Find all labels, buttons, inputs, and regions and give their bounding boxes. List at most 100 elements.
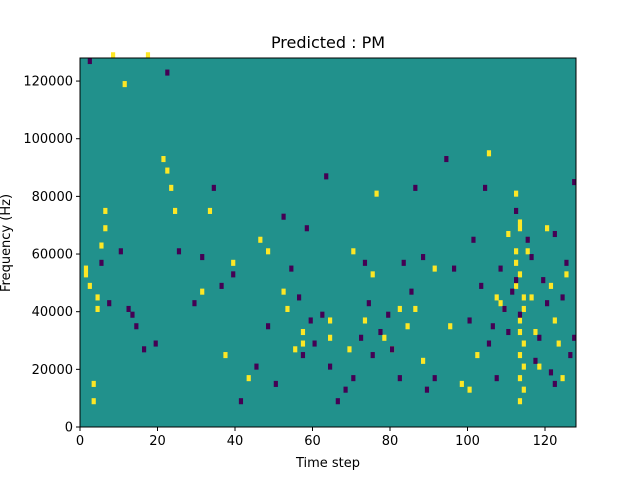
heatmap-cell-low bbox=[130, 311, 135, 318]
heatmap-cell-low bbox=[545, 300, 550, 307]
heatmap-cell-low bbox=[99, 259, 104, 266]
heatmap-cell-low bbox=[444, 156, 449, 163]
heatmap-cell-low bbox=[289, 265, 294, 272]
heatmap-cell-high bbox=[231, 259, 236, 266]
heatmap-cell-high bbox=[91, 398, 96, 405]
heatmap-cell-low bbox=[304, 225, 309, 232]
heatmap-cell-low bbox=[510, 288, 515, 295]
heatmap-cell-high bbox=[533, 328, 538, 336]
heatmap-cell-low bbox=[254, 363, 259, 370]
heatmap-cell-high bbox=[521, 340, 526, 347]
heatmap-cell-high bbox=[351, 248, 356, 255]
heatmap-cell-high bbox=[514, 248, 519, 255]
heatmap-cell-low bbox=[370, 352, 375, 359]
heatmap-cell-high bbox=[506, 230, 511, 238]
heatmap-cell-high bbox=[494, 294, 499, 301]
heatmap-cells bbox=[83, 52, 577, 405]
heatmap-cell-low bbox=[176, 248, 182, 255]
y-tick-label: 40000 bbox=[32, 305, 73, 320]
y-tick-label: 100000 bbox=[23, 132, 73, 147]
heatmap-cell-high bbox=[281, 288, 286, 295]
heatmap-cell-low bbox=[320, 311, 325, 318]
heatmap-cell-low bbox=[494, 375, 499, 382]
heatmap-cell-low bbox=[506, 328, 511, 336]
heatmap-cell-low bbox=[324, 173, 329, 180]
heatmap-cell-low bbox=[572, 179, 577, 186]
heatmap-cell-high bbox=[87, 282, 92, 289]
heatmap-cell-high bbox=[545, 225, 550, 232]
heatmap-cell-high bbox=[448, 323, 453, 330]
heatmap-cell-high bbox=[517, 317, 523, 324]
x-tick-label: 120 bbox=[533, 434, 558, 449]
heatmap-cell-low bbox=[362, 259, 368, 266]
x-tick-label: 0 bbox=[76, 434, 84, 449]
heatmap-cell-high bbox=[83, 271, 89, 278]
heatmap-cell-high bbox=[293, 346, 298, 353]
heatmap-cell-low bbox=[134, 323, 139, 330]
heatmap-cell-low bbox=[165, 69, 170, 76]
x-axis-ticks: 0 20 40 60 80 100 120 bbox=[76, 427, 558, 449]
heatmap-cell-low bbox=[568, 352, 573, 359]
y-axis-ticks: 0 20000 40000 60000 80000 100000 120000 bbox=[23, 75, 80, 436]
heatmap-cell-low bbox=[281, 213, 286, 220]
heatmap-cell-high bbox=[514, 259, 519, 266]
heatmap-cell-high bbox=[223, 352, 228, 359]
heatmap-cell-low bbox=[231, 271, 236, 278]
heatmap-cell-high bbox=[498, 300, 503, 307]
heatmap-cell-low bbox=[266, 323, 271, 330]
heatmap-cell-high bbox=[300, 340, 306, 347]
heatmap-cell-low bbox=[552, 230, 557, 238]
heatmap-cell-low bbox=[564, 259, 569, 266]
heatmap-cell-low bbox=[467, 317, 472, 324]
heatmap-cell-low bbox=[107, 300, 112, 307]
heatmap-cell-high bbox=[459, 380, 464, 387]
heatmap-cell-high bbox=[517, 271, 523, 278]
heatmap-cell-low bbox=[432, 375, 437, 382]
x-tick-label: 60 bbox=[304, 434, 321, 449]
heatmap-cell-high bbox=[556, 340, 561, 347]
heatmap-cell-low bbox=[238, 398, 244, 405]
heatmap-cell-low bbox=[572, 334, 577, 341]
heatmap-cell-high bbox=[432, 265, 437, 272]
heatmap-cell-low bbox=[529, 254, 534, 261]
heatmap-cell-low bbox=[533, 357, 538, 364]
heatmap-cell-high bbox=[548, 282, 554, 289]
heatmap-cell-high bbox=[347, 346, 352, 353]
heatmap-cell-high bbox=[111, 52, 116, 59]
heatmap-cell-low bbox=[192, 300, 197, 307]
heatmap-cell-high bbox=[83, 265, 89, 272]
heatmap-cell-low bbox=[351, 375, 356, 382]
y-tick-label: 0 bbox=[65, 421, 73, 436]
heatmap-cell-low bbox=[421, 254, 426, 261]
y-tick-label: 20000 bbox=[32, 363, 73, 378]
heatmap-cell-high bbox=[145, 52, 151, 59]
heatmap-cell-low bbox=[424, 386, 430, 393]
plot-frame bbox=[79, 57, 577, 428]
heatmap-cell-low bbox=[343, 386, 348, 393]
heatmap-cell-low bbox=[211, 184, 216, 191]
heatmap-cell-low bbox=[483, 184, 488, 191]
heatmap-cell-high bbox=[560, 375, 565, 382]
heatmap-cell-high bbox=[103, 225, 108, 232]
heatmap-cell-high bbox=[537, 363, 542, 370]
heatmap-cell-high bbox=[525, 248, 530, 255]
heatmap-cell-low bbox=[312, 340, 317, 347]
heatmap-cell-high bbox=[521, 294, 526, 301]
heatmap-cell-low bbox=[142, 346, 147, 353]
heatmap-cell-high bbox=[200, 288, 205, 295]
heatmap-cell-low bbox=[366, 300, 371, 307]
heatmap-cell-high bbox=[173, 207, 178, 214]
heatmap-cell-high bbox=[529, 294, 534, 301]
heatmap-cell-high bbox=[517, 398, 523, 405]
heatmap-cell-low bbox=[537, 334, 542, 341]
plot-area bbox=[79, 52, 577, 428]
heatmap-cell-high bbox=[362, 317, 368, 324]
heatmap-cell-low bbox=[359, 334, 364, 341]
heatmap-cell-low bbox=[118, 248, 123, 255]
heatmap-cell-high bbox=[517, 219, 523, 226]
heatmap-cell-low bbox=[378, 328, 383, 336]
heatmap-cell-high bbox=[517, 375, 523, 382]
heatmap-cell-high bbox=[517, 225, 523, 232]
heatmap-cell-high bbox=[103, 207, 108, 214]
